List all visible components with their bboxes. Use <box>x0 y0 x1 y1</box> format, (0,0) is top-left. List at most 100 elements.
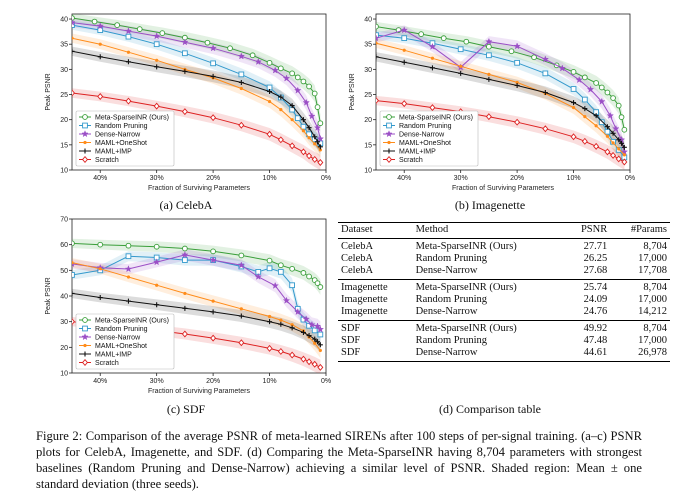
series <box>72 240 324 290</box>
legend-label: Scratch <box>95 360 119 367</box>
data-point <box>311 327 318 334</box>
legend-marker <box>82 148 88 154</box>
header-params: #Params <box>610 222 670 239</box>
data-point <box>312 336 318 342</box>
cell-method: Meta-SparseINR (Ours) <box>415 241 517 252</box>
data-point <box>210 248 216 255</box>
cell-method: Dense-Narrow <box>412 306 565 321</box>
data-point <box>238 339 245 347</box>
data-point <box>593 80 599 86</box>
data-point <box>311 155 318 163</box>
data-point <box>125 298 131 304</box>
data-point <box>294 86 302 94</box>
legend-marker <box>82 359 88 366</box>
data-point <box>401 35 408 42</box>
data-point <box>267 88 273 94</box>
cell-dataset: Imagenette <box>338 306 413 321</box>
data-point <box>289 265 295 272</box>
data-point <box>114 22 121 28</box>
y-axis-label: Peak PSNR <box>349 73 356 110</box>
cell-params: 17,000 <box>638 335 667 346</box>
cell-dataset: CelebA <box>341 241 374 252</box>
y-tick-label: 40 <box>364 17 372 24</box>
chart-imagenette: 10 15 20 25 30 35 40 40% 30% 20% 10% 0% Fraction of … <box>349 13 635 192</box>
data-point <box>314 104 321 110</box>
table-row: Imagenette Dense-Narrow 24.76 14,212 <box>338 306 670 321</box>
cell-params: 17,708 <box>610 265 670 280</box>
data-point <box>316 325 325 333</box>
data-point <box>604 89 611 96</box>
data-point <box>153 41 160 48</box>
data-point <box>300 355 307 363</box>
y-tick-label: 70 <box>60 217 68 224</box>
data-point <box>277 65 284 72</box>
data-point <box>209 44 217 52</box>
data-point <box>306 358 313 366</box>
y-tick-label: 30 <box>60 67 68 74</box>
legend-label: Dense-Narrow <box>95 335 141 342</box>
data-point <box>154 64 160 70</box>
data-point <box>155 283 159 287</box>
data-point <box>300 78 307 85</box>
data-point <box>153 102 160 110</box>
data-point <box>124 27 133 35</box>
data-point <box>211 299 215 303</box>
data-point <box>531 54 537 61</box>
data-point <box>593 142 600 150</box>
data-point <box>300 148 307 156</box>
cell-psnr: 49.92 <box>583 323 608 334</box>
x-tick-label: 30% <box>150 175 164 182</box>
cell-dataset: Imagenette <box>341 294 388 305</box>
legend-label: MAML+OneShot <box>95 343 147 350</box>
data-point <box>486 43 492 50</box>
legend-label: MAML+IMP <box>95 149 132 156</box>
x-tick-label: 20% <box>206 378 220 385</box>
x-tick-label: 40% <box>397 175 411 182</box>
figure-celeba: 10 15 20 25 30 35 40 40% 30% 20% 10% 0% Fraction of … <box>36 8 336 194</box>
cell-dataset: Imagenette <box>341 282 388 293</box>
data-point <box>457 46 464 53</box>
data-point <box>72 89 75 97</box>
data-point <box>315 139 321 145</box>
data-point <box>570 69 577 75</box>
data-point <box>317 331 324 338</box>
data-point <box>182 245 188 252</box>
std-band <box>72 288 321 353</box>
data-point <box>619 140 625 146</box>
data-point <box>300 117 306 123</box>
data-point <box>571 106 576 110</box>
data-point <box>317 342 323 348</box>
data-point <box>313 322 322 330</box>
x-tick-label: 10% <box>567 175 581 182</box>
data-point <box>617 147 621 151</box>
cell-psnr: 27.71 <box>583 241 608 252</box>
data-point <box>97 295 103 301</box>
data-point <box>182 68 188 74</box>
y-tick-label: 30 <box>60 319 68 326</box>
data-point <box>621 144 627 150</box>
figure-imagenette: 10 15 20 25 30 35 40 40% 30% 20% 10% 0% Fraction of … <box>340 8 640 194</box>
x-axis-label: Fraction of Surviving Parameters <box>148 185 250 192</box>
legend-marker <box>82 156 88 163</box>
cell-method: Random Pruning <box>415 294 488 305</box>
data-point <box>289 70 295 77</box>
data-point <box>97 241 104 248</box>
cell-params: 26,978 <box>610 347 670 362</box>
y-tick-label: 25 <box>364 92 372 99</box>
figure-sdf: 10 20 30 40 50 60 70 40% 30% 20% 10% 0% Fraction of … <box>36 213 336 397</box>
series <box>72 22 324 147</box>
data-point <box>317 120 324 127</box>
legend-label: Meta-SparseINR (Ours) <box>399 115 473 122</box>
subcaption-sdf: (c) SDF <box>166 402 206 416</box>
series <box>72 15 324 127</box>
data-point <box>313 341 317 345</box>
data-point <box>314 280 321 287</box>
legend: Meta-SparseINR (Ours)Random Pruning Dense… <box>379 110 479 167</box>
cell-dataset: CelebA <box>338 265 413 280</box>
data-point <box>294 115 301 122</box>
data-point <box>401 100 408 108</box>
data-point <box>317 363 324 371</box>
cell-psnr: 44.61 <box>564 347 611 362</box>
table-row: Imagenette Meta-SparseINR (Ours) 25.74 8,70… <box>338 280 670 295</box>
data-point <box>514 118 521 126</box>
